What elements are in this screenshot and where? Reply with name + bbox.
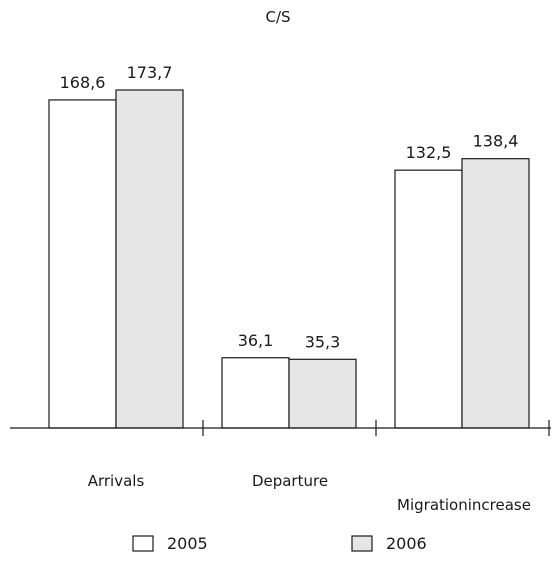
category-label-arrivals: Arrivals [88, 472, 145, 490]
bar-departure-2005 [221, 357, 290, 429]
category-labels: Arrivals Departure Migrationincrease [88, 472, 531, 514]
legend-label-2006: 2006 [386, 534, 427, 553]
legend-label-2005: 2005 [167, 534, 208, 553]
legend-swatch-2006 [351, 535, 373, 552]
bar-departure-2006 [288, 358, 357, 429]
category-label-departure: Departure [252, 472, 328, 490]
data-label-migrationincrease-2005: 132,5 [406, 143, 452, 162]
bars-group: 168,6 173,7 36,1 35,3 132,5 138,4 [48, 63, 530, 429]
legend: 2005 2006 [132, 534, 427, 553]
bar-arrivals-2006 [115, 89, 184, 429]
legend-swatch-2005 [132, 535, 154, 552]
data-label-departure-2006: 35,3 [305, 332, 341, 351]
bar-arrivals-2005 [48, 99, 117, 429]
category-label-migrationincrease: Migrationincrease [397, 496, 531, 514]
bar-migrationincrease-2006 [461, 158, 530, 429]
data-label-arrivals-2005: 168,6 [60, 73, 106, 92]
data-label-departure-2005: 36,1 [238, 331, 274, 350]
data-label-arrivals-2006: 173,7 [127, 63, 173, 82]
data-label-migrationincrease-2006: 138,4 [473, 132, 519, 151]
bar-migrationincrease-2005 [394, 169, 463, 429]
chart-title: C/S [265, 8, 290, 26]
x-axis [10, 420, 551, 436]
